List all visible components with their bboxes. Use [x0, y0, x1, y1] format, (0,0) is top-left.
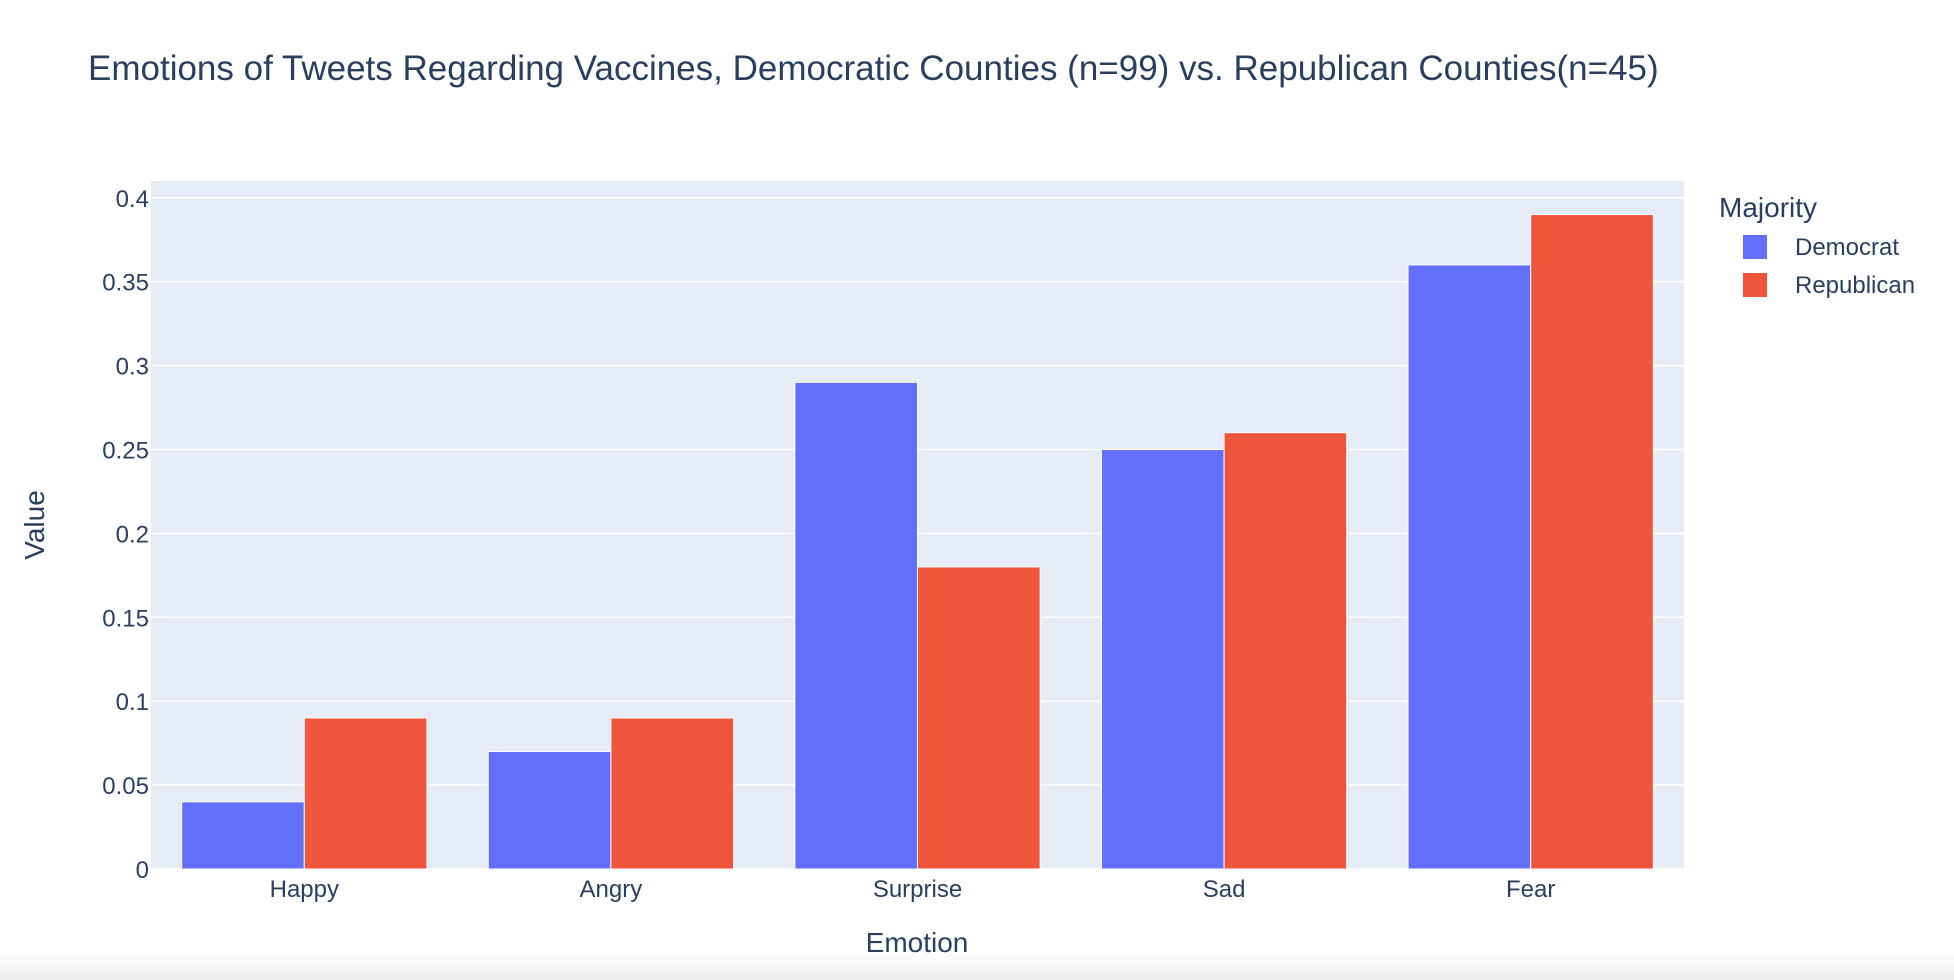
- y-tick-label: 0.05: [102, 773, 149, 800]
- legend-swatch-republican[interactable]: [1743, 273, 1767, 297]
- bar-republican-happy[interactable]: [303, 717, 428, 870]
- y-tick-label: 0: [136, 857, 149, 884]
- bar-republican-sad[interactable]: [1223, 432, 1348, 870]
- bar-democrat-angry[interactable]: [487, 751, 612, 870]
- legend: Majority Democrat Republican: [1719, 192, 1915, 299]
- y-axis-ticks: 0 0.05 0.1 0.15 0.2 0.25 0.3 0.35 0.4: [102, 186, 149, 884]
- legend-label-democrat[interactable]: Democrat: [1795, 234, 1899, 261]
- legend-label-republican[interactable]: Republican: [1795, 272, 1915, 299]
- bottom-edge-shade: [0, 952, 1954, 980]
- x-tick-label: Angry: [580, 876, 643, 903]
- bar-democrat-fear[interactable]: [1407, 264, 1532, 870]
- y-tick-label: 0.2: [116, 521, 149, 548]
- x-tick-label: Fear: [1506, 876, 1555, 903]
- bars: [181, 214, 1654, 870]
- chart-title: Emotions of Tweets Regarding Vaccines, D…: [88, 49, 1659, 88]
- bar-democrat-sad[interactable]: [1100, 448, 1225, 870]
- bar-democrat-surprise[interactable]: [794, 381, 918, 870]
- bar-republican-surprise[interactable]: [917, 566, 1041, 870]
- x-tick-label: Happy: [270, 876, 339, 903]
- y-axis-title: Value: [19, 490, 50, 560]
- y-tick-label: 0.25: [102, 437, 149, 464]
- x-tick-label: Sad: [1203, 876, 1246, 903]
- legend-items: Democrat Republican: [1743, 234, 1915, 299]
- bar-republican-fear[interactable]: [1530, 214, 1654, 870]
- y-tick-label: 0.1: [116, 689, 149, 716]
- x-axis-ticks: Happy Angry Surprise Sad Fear: [270, 876, 1556, 903]
- y-tick-label: 0.3: [116, 354, 149, 381]
- y-tick-label: 0.4: [116, 186, 149, 213]
- bar-republican-angry[interactable]: [610, 717, 735, 870]
- legend-title: Majority: [1719, 192, 1817, 223]
- legend-swatch-democrat[interactable]: [1743, 235, 1767, 259]
- x-tick-label: Surprise: [873, 876, 962, 903]
- bar-democrat-happy[interactable]: [181, 801, 305, 870]
- y-tick-label: 0.15: [102, 605, 149, 632]
- y-tick-label: 0.35: [102, 270, 149, 297]
